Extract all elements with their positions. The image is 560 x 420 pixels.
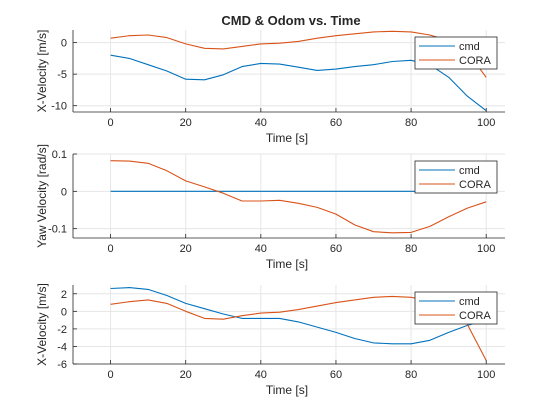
legend-label-cora: CORA	[459, 310, 491, 322]
legend-label-cora: CORA	[459, 179, 491, 191]
y-axis-label: Yaw Velocity [rad/s]	[35, 144, 49, 248]
x-tick-label: 100	[477, 117, 495, 129]
x-tick-label: 80	[405, 117, 417, 129]
x-tick-label: 20	[180, 369, 192, 381]
y-tick-label: 0	[61, 38, 67, 50]
y-tick-label: 0	[61, 306, 67, 318]
legend: cmd CORA	[415, 292, 497, 324]
legend-label-cmd: cmd	[459, 165, 480, 177]
y-tick-label: -10	[51, 101, 67, 113]
figure-title: CMD & Odom vs. Time	[221, 13, 360, 28]
legend-label-cmd: cmd	[459, 296, 480, 308]
y-tick-label: -6	[57, 359, 67, 371]
x-tick-label: 80	[405, 243, 417, 255]
x-tick-label: 60	[330, 369, 342, 381]
x-tick-label: 100	[477, 243, 495, 255]
y-axis-label: X-Velocity [m/s]	[35, 30, 49, 113]
x-tick-label: 60	[330, 117, 342, 129]
y-tick-label: 0.1	[52, 149, 67, 161]
x-tick-label: 40	[255, 243, 267, 255]
legend-label-cora: CORA	[459, 55, 491, 67]
x-tick-label: 40	[255, 117, 267, 129]
y-tick-label: -5	[57, 69, 67, 81]
legend: cmd CORA	[415, 161, 497, 193]
y-axis-label: X-Velocity [m/s]	[35, 283, 49, 366]
y-tick-label: -4	[57, 341, 67, 353]
x-tick-label: 0	[108, 243, 114, 255]
x-tick-label: 40	[255, 369, 267, 381]
y-tick-label: 2	[61, 289, 67, 301]
x-axis-label: Time [s]	[266, 383, 308, 397]
y-tick-label: 0	[61, 186, 67, 198]
x-tick-label: 20	[180, 117, 192, 129]
x-tick-label: 20	[180, 243, 192, 255]
legend-label-cmd: cmd	[459, 41, 480, 53]
x-tick-label: 0	[108, 369, 114, 381]
x-axis-label: Time [s]	[266, 257, 308, 271]
x-tick-label: 0	[108, 117, 114, 129]
y-tick-label: -0.1	[48, 224, 67, 236]
x-tick-label: 60	[330, 243, 342, 255]
x-tick-label: 100	[477, 369, 495, 381]
x-axis-label: Time [s]	[266, 131, 308, 145]
legend: cmd CORA	[415, 37, 497, 69]
x-tick-label: 80	[405, 369, 417, 381]
y-tick-label: -2	[57, 324, 67, 336]
